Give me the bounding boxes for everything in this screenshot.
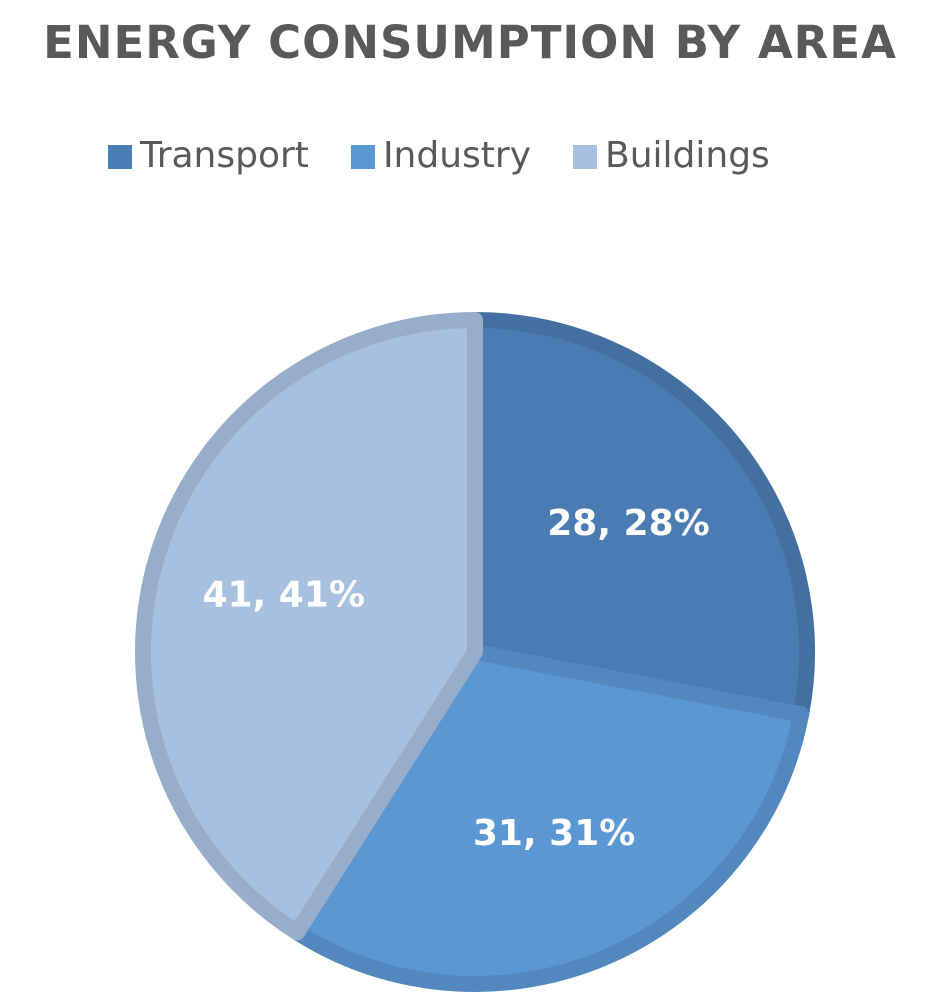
- pie-slice: [467, 312, 815, 723]
- chart-title: ENERGY CONSUMPTION BY AREA: [43, 16, 897, 69]
- pie: 28, 28% 31, 31% 41, 41%: [135, 312, 815, 992]
- legend-swatch: [350, 145, 375, 169]
- legend-swatch: [573, 145, 598, 169]
- legend-label: Buildings: [605, 135, 770, 176]
- data-label: 28, 28%: [547, 503, 709, 544]
- data-label: 41, 41%: [202, 574, 364, 615]
- legend-swatch: [108, 145, 132, 169]
- legend: Transport Industry Buildings: [108, 135, 770, 176]
- pie-slice: [135, 312, 483, 941]
- data-label: 31, 31%: [473, 813, 635, 854]
- legend-label: Transport: [139, 135, 309, 176]
- legend-label: Industry: [383, 135, 531, 176]
